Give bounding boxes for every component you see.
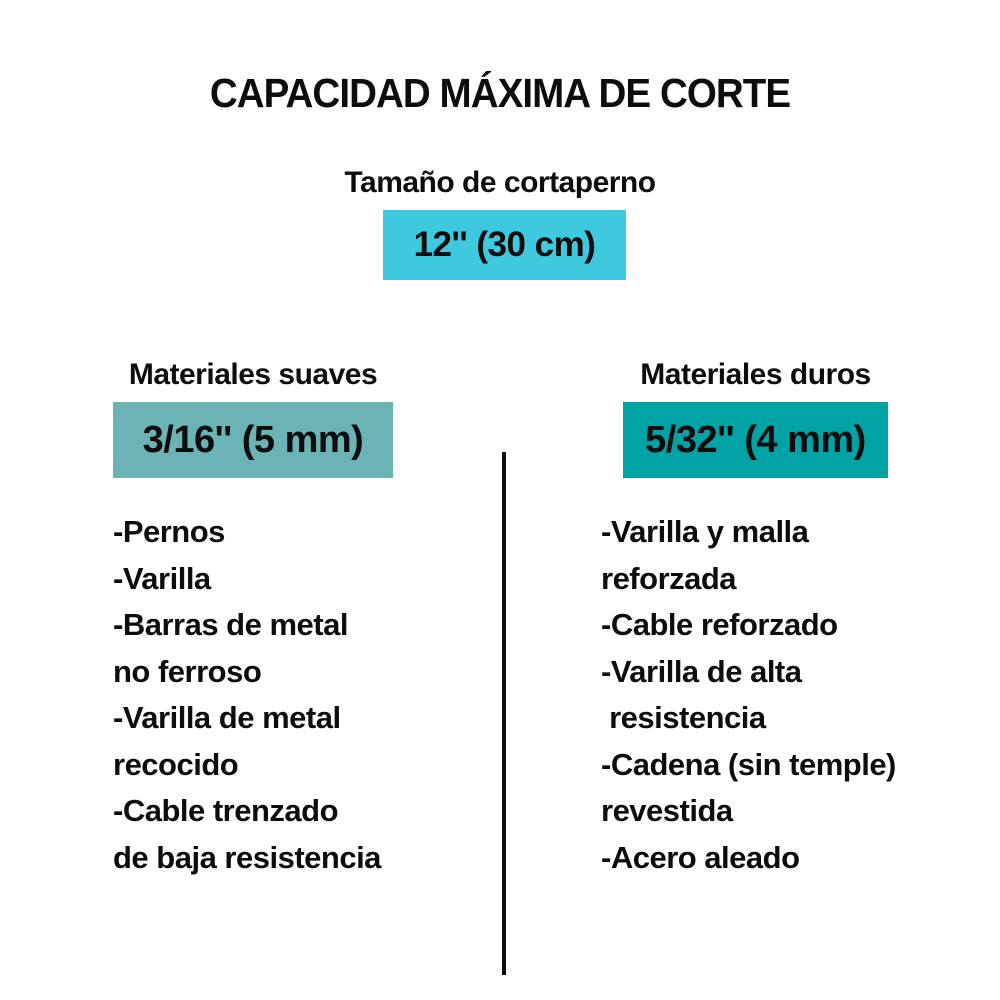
material-item-line: no ferroso bbox=[113, 653, 262, 689]
cutter-size-label: Tamaño de cortaperno bbox=[344, 166, 656, 199]
hard-materials-list: -Varilla y malla reforzada -Cable reforzad… bbox=[601, 509, 999, 881]
material-item-line: revestida bbox=[601, 793, 733, 828]
material-item-line: -Pernos bbox=[113, 514, 225, 549]
material-item-line: recocido bbox=[113, 746, 239, 782]
soft-materials-header: Materiales suaves bbox=[128, 358, 378, 391]
soft-materials-list: -Pernos -Varilla -Barras de metal no ferros… bbox=[113, 509, 503, 881]
material-item-line: -Varilla de metal bbox=[113, 700, 341, 735]
material-item-line: resistencia bbox=[601, 700, 766, 735]
material-item-line: -Cable reforzado bbox=[601, 607, 838, 642]
material-item-line: -Barras de metal bbox=[113, 607, 348, 642]
cutter-size-badge: 12'' (30 cm) bbox=[383, 210, 626, 280]
soft-capacity-badge: 3/16'' (5 mm) bbox=[113, 402, 393, 478]
material-item-line: -Varilla y malla bbox=[601, 514, 809, 549]
page-title: CAPACIDAD MÁXIMA DE CORTE bbox=[209, 70, 791, 116]
hard-capacity-badge: 5/32'' (4 mm) bbox=[623, 402, 888, 478]
material-item-line: -Cable trenzado bbox=[113, 793, 339, 828]
material-item-line: de baja resistencia bbox=[113, 839, 381, 875]
material-item-line: -Varilla de alta bbox=[601, 653, 802, 689]
material-item-line: -Acero aleado bbox=[601, 839, 800, 875]
column-divider bbox=[502, 452, 506, 975]
material-item-line: reforzada bbox=[601, 560, 737, 596]
hard-materials-header: Materiales duros bbox=[640, 358, 871, 391]
material-item-line: -Varilla bbox=[113, 560, 211, 596]
material-item-line: -Cadena (sin temple) bbox=[601, 746, 896, 782]
